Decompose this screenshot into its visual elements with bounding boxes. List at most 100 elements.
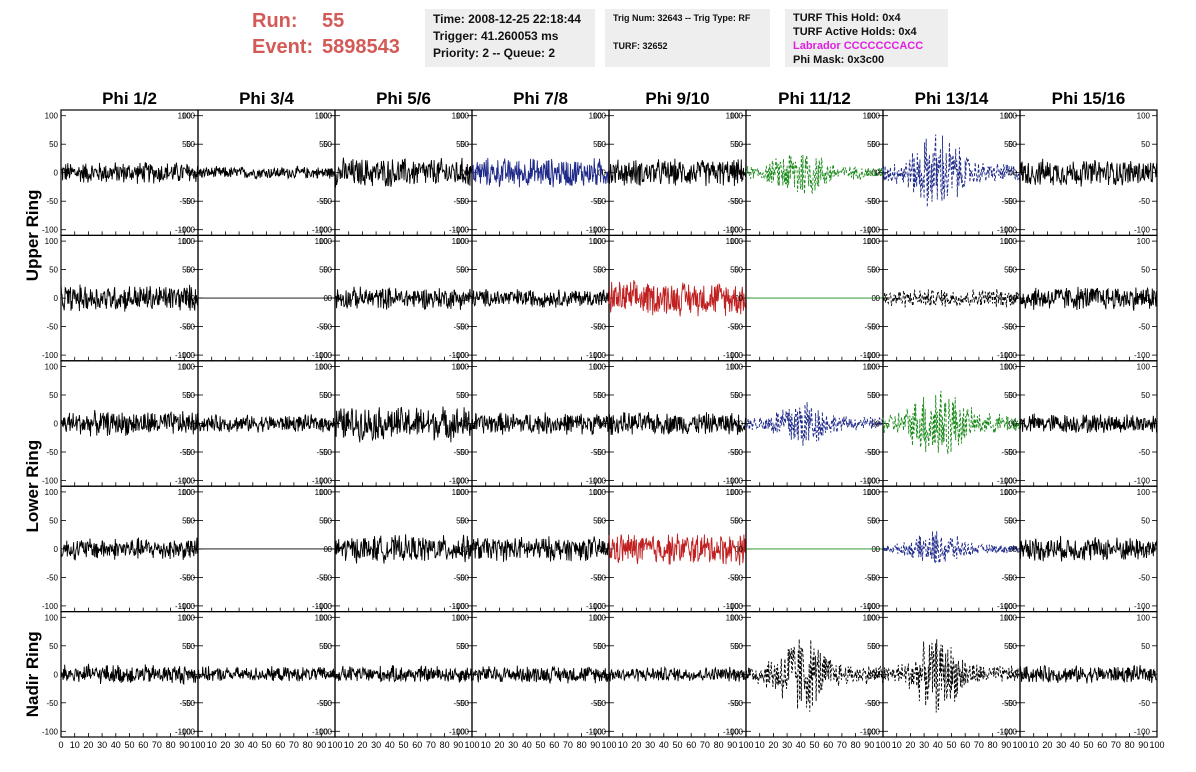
- ytick-label-left: -100: [316, 602, 333, 611]
- ytick-label-right: -50: [453, 573, 465, 582]
- ytick-label-right: 100: [178, 112, 192, 121]
- ytick-label-left: 0: [54, 294, 59, 303]
- ytick-label-left: 0: [739, 420, 744, 429]
- ytick-label-left: -50: [594, 573, 606, 582]
- ytick-label-left: -50: [731, 448, 743, 457]
- ytick-label-right: 100: [1137, 488, 1151, 497]
- ytick-label-right: 100: [589, 363, 603, 372]
- xtick-label: 20: [494, 740, 504, 750]
- ytick-label-left: 50: [460, 140, 469, 149]
- ytick-label-right: -50: [316, 197, 328, 206]
- xtick-label: 90: [179, 740, 189, 750]
- ytick-label-left: -50: [868, 573, 880, 582]
- ytick-label-left: 100: [593, 488, 607, 497]
- ytick-label-right: 50: [182, 391, 191, 400]
- ytick-label-left: 100: [182, 112, 196, 121]
- trig-num-text: Trig Num: 32643 -- Trig Type: RF: [613, 13, 751, 23]
- ytick-label-left: 50: [186, 642, 195, 651]
- ytick-label-right: -50: [1138, 573, 1150, 582]
- ytick-label-left: 0: [191, 294, 196, 303]
- waveform-trace: [608, 412, 747, 436]
- ytick-label-right: 100: [863, 363, 877, 372]
- ytick-label-left: 0: [602, 420, 607, 429]
- ytick-label-right: 50: [456, 140, 465, 149]
- ring-label: Nadir Ring: [23, 631, 42, 717]
- ytick-label-left: 50: [49, 642, 58, 651]
- ytick-label-right: 50: [867, 516, 876, 525]
- ytick-label-left: 50: [734, 516, 743, 525]
- xtick-label: 30: [508, 740, 518, 750]
- ytick-label-left: 0: [465, 294, 470, 303]
- xtick-label: 10: [755, 740, 765, 750]
- xtick-label: 50: [535, 740, 545, 750]
- waveform-trace: [608, 280, 747, 317]
- ytick-label-right: -50: [727, 573, 739, 582]
- ytick-label-left: 100: [593, 112, 607, 121]
- ytick-label-right: -50: [1138, 699, 1150, 708]
- ytick-label-right: -50: [727, 197, 739, 206]
- waveform-trace: [745, 639, 884, 712]
- ytick-label-left: -100: [179, 602, 196, 611]
- ytick-label-left: -50: [46, 323, 58, 332]
- ytick-label-left: -50: [868, 323, 880, 332]
- ytick-label-right: 100: [726, 112, 740, 121]
- ytick-label-left: 100: [730, 488, 744, 497]
- ytick-label-right: -100: [1134, 602, 1151, 611]
- xtick-label: 0: [58, 740, 63, 750]
- ytick-label-left: -50: [457, 448, 469, 457]
- ytick-label-right: -50: [864, 699, 876, 708]
- ytick-label-left: 100: [182, 237, 196, 246]
- phi-column-label: Phi 9/10: [645, 89, 709, 108]
- xtick-label: 40: [385, 740, 395, 750]
- ytick-label-left: 50: [597, 391, 606, 400]
- ytick-label-right: 100: [589, 112, 603, 121]
- ytick-label-right: 100: [315, 112, 329, 121]
- ytick-label-left: 100: [456, 363, 470, 372]
- xtick-label: 100: [190, 740, 205, 750]
- ytick-label-left: 0: [1013, 545, 1018, 554]
- ytick-label-right: -50: [453, 448, 465, 457]
- xtick-label: 100: [1012, 740, 1027, 750]
- ytick-label-right: -100: [175, 602, 192, 611]
- xtick-label: 60: [275, 740, 285, 750]
- ytick-label-left: 50: [49, 391, 58, 400]
- ytick-label-left: 100: [45, 613, 59, 622]
- ytick-label-right: -100: [997, 351, 1014, 360]
- xtick-label: 50: [398, 740, 408, 750]
- ytick-label-right: -100: [175, 226, 192, 235]
- xtick-label: 40: [522, 740, 532, 750]
- ytick-label-left: -100: [316, 351, 333, 360]
- xtick-label: 40: [248, 740, 258, 750]
- ytick-label-left: 0: [739, 545, 744, 554]
- run-row: Run: 55: [252, 8, 422, 34]
- ytick-label-left: -50: [46, 197, 58, 206]
- ytick-label-right: -50: [316, 573, 328, 582]
- ytick-label-left: 0: [876, 545, 881, 554]
- ytick-label-left: -100: [590, 226, 607, 235]
- ytick-label-right: -50: [1138, 323, 1150, 332]
- ytick-label-right: 0: [461, 670, 466, 679]
- ytick-label-right: 100: [1000, 363, 1014, 372]
- ytick-label-left: -100: [727, 351, 744, 360]
- ytick-label-right: 50: [319, 391, 328, 400]
- ytick-label-left: 50: [597, 516, 606, 525]
- ytick-label-left: 50: [323, 516, 332, 525]
- ytick-label-left: 50: [186, 391, 195, 400]
- ytick-label-right: 50: [1004, 516, 1013, 525]
- xtick-label: 90: [590, 740, 600, 750]
- ytick-label-left: -50: [594, 197, 606, 206]
- phi-column-label: Phi 13/14: [915, 89, 989, 108]
- ytick-label-left: 100: [319, 237, 333, 246]
- turf-num-text: TURF: 32652: [613, 41, 668, 51]
- ytick-label-left: -100: [864, 226, 881, 235]
- ytick-label-left: 0: [465, 420, 470, 429]
- ytick-label-right: -50: [316, 323, 328, 332]
- run-label: Run:: [252, 10, 298, 32]
